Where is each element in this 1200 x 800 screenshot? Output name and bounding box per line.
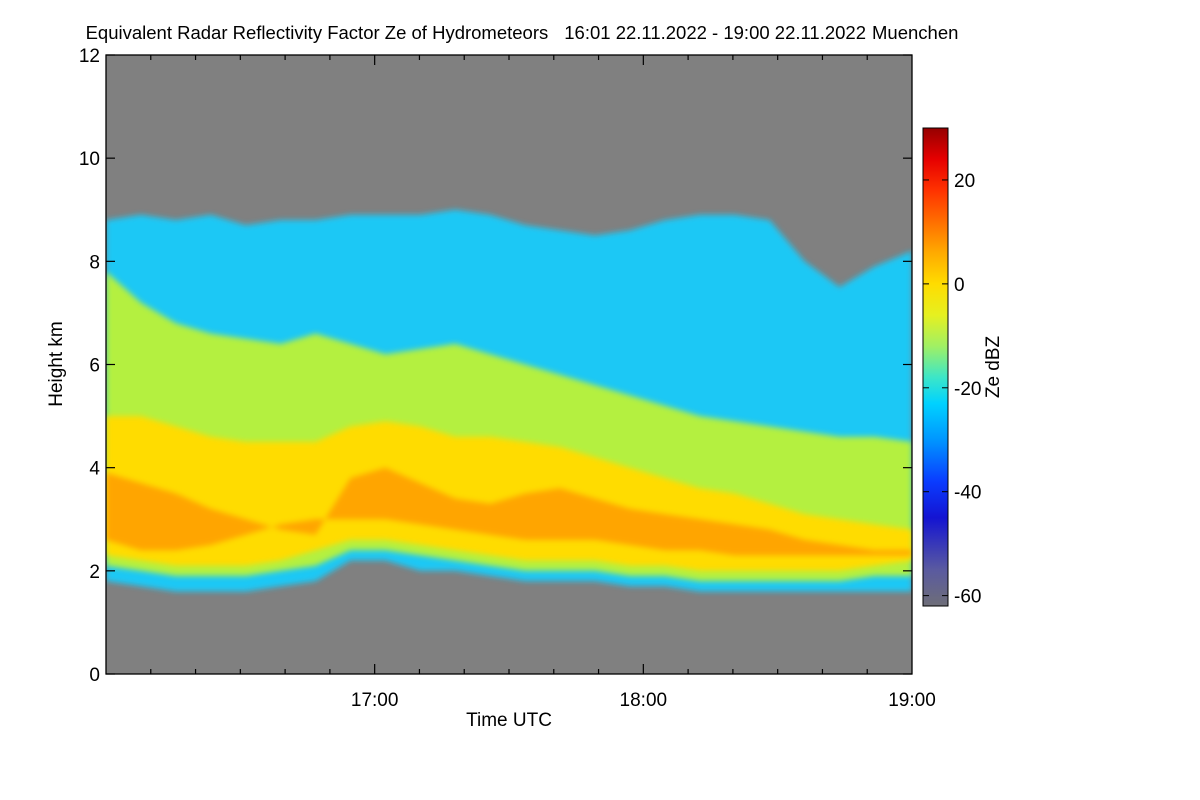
colorbar-tick-label: -60 [954, 587, 981, 608]
y-tick-label: 10 [79, 149, 100, 170]
colorbar-tick-label: -20 [954, 379, 981, 400]
radar-chart: Equivalent Radar Reflectivity Factor Ze … [0, 0, 1200, 800]
x-tick-label: 17:00 [351, 690, 399, 711]
echo-layers [106, 210, 912, 592]
x-tick-label: 19:00 [888, 690, 936, 711]
y-tick-label: 0 [89, 665, 100, 686]
colorbar-label: Ze dBZ [983, 335, 1004, 398]
x-tick-label: 18:00 [620, 690, 668, 711]
colorbar-tick-label: 20 [954, 171, 975, 192]
chart-title: Equivalent Radar Reflectivity Factor Ze … [86, 22, 959, 43]
colorbar-tick-label: -40 [954, 483, 981, 504]
y-tick-label: 6 [89, 356, 100, 377]
y-tick-label: 12 [79, 46, 100, 67]
y-tick-label: 8 [89, 252, 100, 273]
x-axis-label: Time UTC [466, 710, 552, 731]
y-axis-label: Height km [46, 321, 67, 407]
colorbar-tick-label: 0 [954, 275, 965, 296]
y-tick-label: 4 [89, 459, 100, 480]
y-tick-label: 2 [89, 562, 100, 583]
colorbar [923, 128, 948, 606]
